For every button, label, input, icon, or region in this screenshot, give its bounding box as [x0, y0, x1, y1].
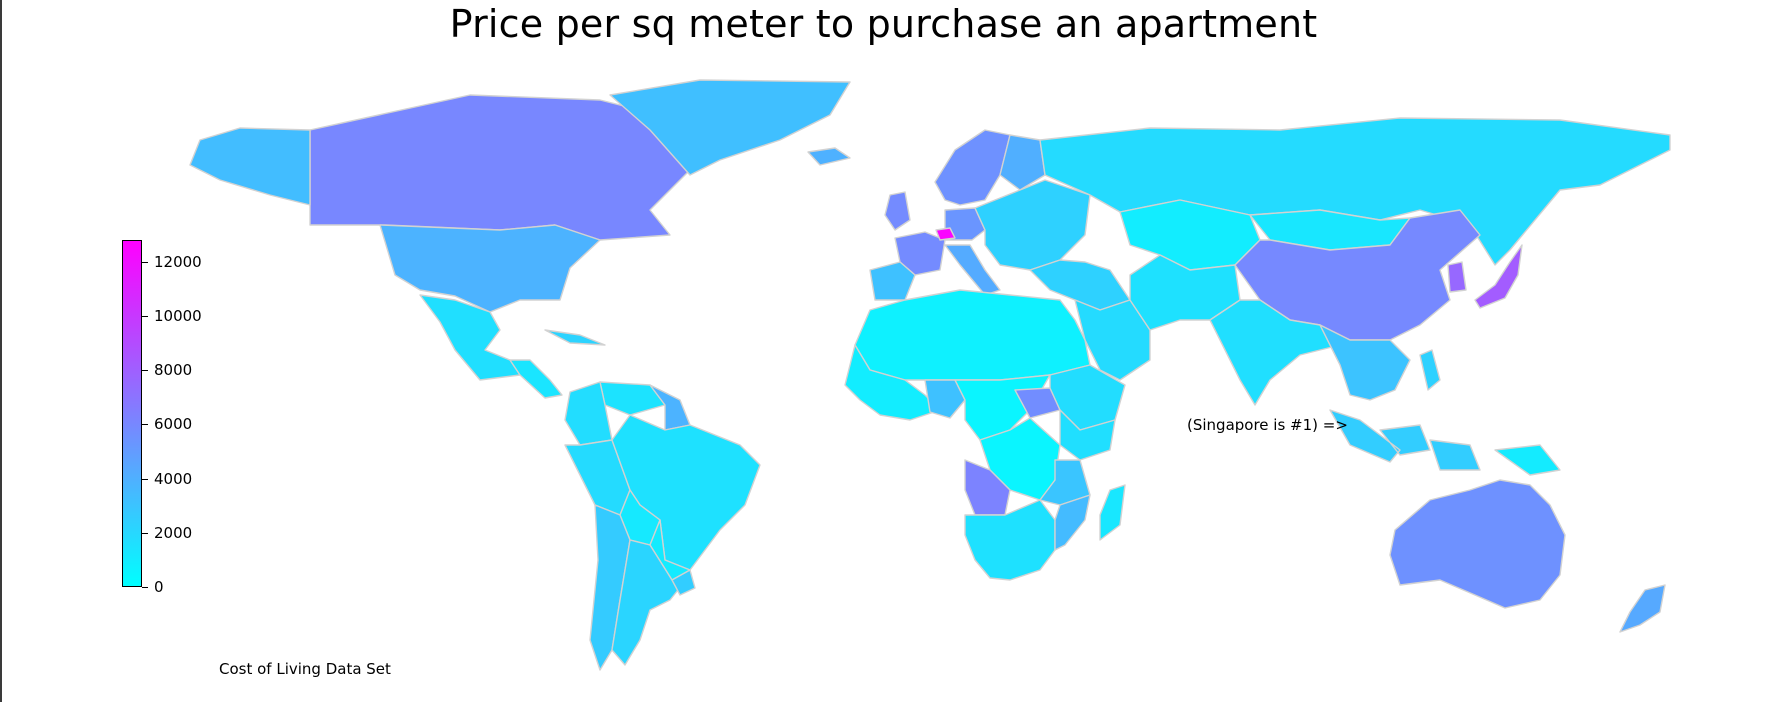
country-southeast-asia — [1319, 324, 1411, 401]
colorbar-tick-label: 2000 — [154, 524, 193, 542]
colorbar-tick-mark — [142, 262, 148, 263]
country-greenland — [609, 79, 851, 176]
country-eastern-europe — [974, 179, 1091, 271]
country-new-zealand — [1619, 584, 1666, 633]
country-scandinavia — [934, 129, 1011, 206]
colorbar-tick-label: 8000 — [154, 361, 193, 379]
colorbar-tick-label: 0 — [154, 578, 164, 596]
country-uruguay — [671, 569, 696, 596]
country-north-africa — [854, 289, 1091, 381]
colorbar-tick-mark — [142, 424, 148, 425]
country-papua-new-guinea — [1494, 444, 1561, 476]
country-mozambique — [1054, 494, 1091, 551]
country-madagascar — [1099, 484, 1126, 541]
singapore-annotation: (Singapore is #1) => — [1187, 416, 1348, 434]
country-central-america — [509, 359, 563, 399]
colorbar-tick-mark — [142, 587, 148, 588]
country-korea — [1447, 261, 1467, 293]
country-west-africa — [844, 344, 941, 421]
country-mexico — [419, 294, 521, 381]
country-india — [1209, 299, 1341, 406]
country-spain — [869, 261, 916, 301]
country-iceland — [807, 147, 851, 166]
country-cuba — [544, 329, 606, 346]
country-united-kingdom — [884, 191, 911, 231]
country-philippines — [1419, 349, 1441, 391]
country-japan — [1474, 244, 1523, 309]
country-united-states — [379, 224, 601, 313]
country-saudi-arabia — [1074, 299, 1151, 381]
colorbar — [122, 240, 142, 587]
country-nigeria — [924, 379, 966, 419]
country-southern-africa — [964, 499, 1056, 581]
map-title: Price per sq meter to purchase an apartm… — [449, 2, 1318, 46]
colorbar-tick-label: 10000 — [154, 307, 202, 325]
colorbar-tick-label: 6000 — [154, 415, 193, 433]
country-switzerland — [935, 227, 956, 241]
colorbar-tick-mark — [142, 370, 148, 371]
country-finland — [999, 134, 1046, 191]
colorbar-tick-mark — [142, 533, 148, 534]
country-indonesia — [1329, 409, 1481, 471]
country-alaska — [189, 127, 311, 206]
colorbar-tick-label: 12000 — [154, 253, 202, 271]
country-italy — [944, 244, 1001, 296]
country-australia — [1389, 479, 1566, 609]
colorbar-tick-mark — [142, 316, 148, 317]
colorbar-tick-label: 4000 — [154, 470, 193, 488]
dataset-caption: Cost of Living Data Set — [219, 660, 391, 678]
country-argentina — [611, 539, 691, 666]
colorbar-tick-mark — [142, 479, 148, 480]
